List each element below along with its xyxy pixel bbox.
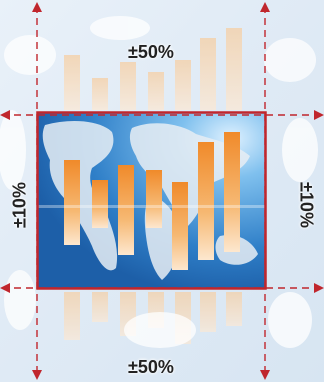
ghost-bars-top [64,28,242,110]
main-image [37,112,265,288]
label-bottom-tolerance: ±50% [128,357,174,377]
arrow-left-icon [0,283,10,293]
ghost-map [0,16,318,348]
arrow-right-icon [314,110,324,120]
bar-chart-icon [64,132,240,270]
arrow-down-icon [32,370,42,380]
label-right-tolerance: ±10% [296,182,317,228]
arrow-up-icon [260,2,270,12]
arrow-right-icon [314,283,324,293]
arrow-down-icon [260,370,270,380]
label-top-tolerance: ±50% [128,42,174,62]
arrow-up-icon [32,2,42,12]
arrow-left-icon [0,110,10,120]
label-left-tolerance: ±10% [9,182,30,228]
guide-lines [2,6,322,376]
